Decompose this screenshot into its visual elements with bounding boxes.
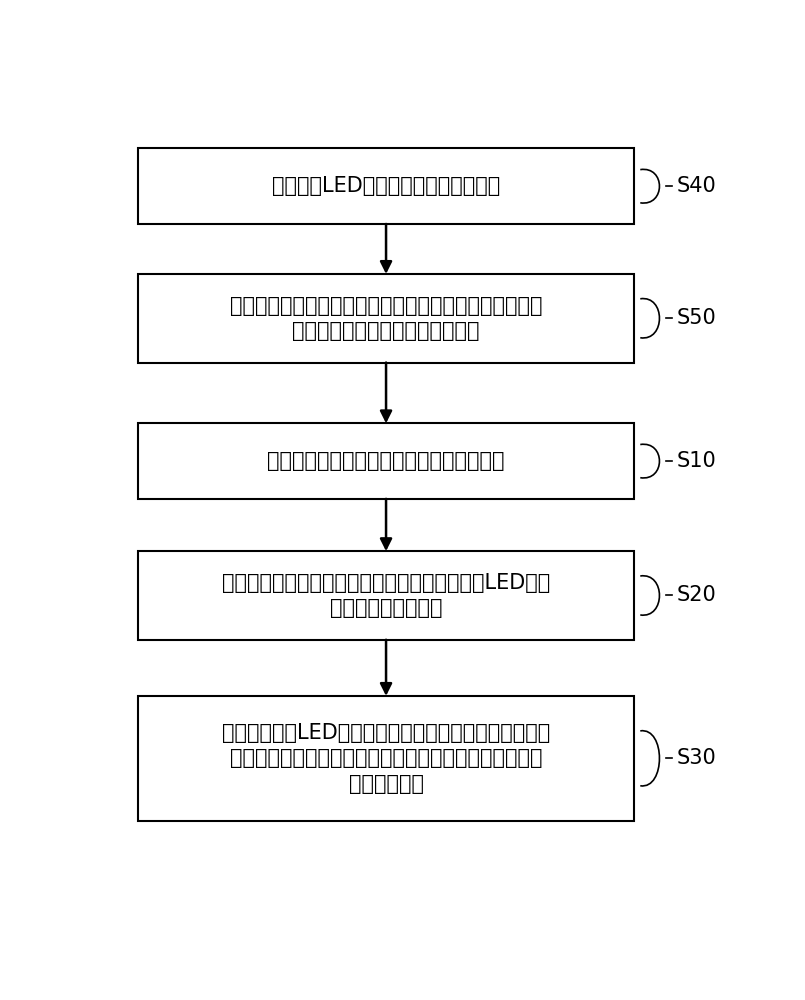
Text: S10: S10 <box>677 451 716 471</box>
Text: 的第一亮度补偿系数: 的第一亮度补偿系数 <box>330 598 442 618</box>
FancyBboxPatch shape <box>138 551 634 640</box>
Text: 根据每个所述面光源区的亮度値，确定每个所述LED光源: 根据每个所述面光源区的亮度値，确定每个所述LED光源 <box>222 573 550 593</box>
Text: S20: S20 <box>677 585 716 605</box>
FancyBboxPatch shape <box>138 148 634 224</box>
Text: 获取所述LED光源矩阵的光源排布规则: 获取所述LED光源矩阵的光源排布规则 <box>272 176 500 196</box>
Text: S50: S50 <box>677 308 716 328</box>
FancyBboxPatch shape <box>138 696 634 821</box>
Text: 获取所述光学膜片上每个面光源区的亮度値: 获取所述光学膜片上每个面光源区的亮度値 <box>267 451 505 471</box>
Text: 到包含若干个面光源区的第一矩阵: 到包含若干个面光源区的第一矩阵 <box>292 321 480 341</box>
Text: S40: S40 <box>677 176 716 196</box>
Text: 根据每个所述LED光源的第一亮度补偿系数，调节所述光: 根据每个所述LED光源的第一亮度补偿系数，调节所述光 <box>222 723 550 743</box>
FancyBboxPatch shape <box>138 274 634 363</box>
Text: 根据所述光源排布规则，将所述光学膜片进行分区，以得: 根据所述光源排布规则，将所述光学膜片进行分区，以得 <box>229 296 543 316</box>
Text: 的光学均匀性: 的光学均匀性 <box>349 774 423 794</box>
Text: 学膜片上每个所述面光源区的亮度，以均衡所述液晶模组: 学膜片上每个所述面光源区的亮度，以均衡所述液晶模组 <box>229 748 543 768</box>
FancyBboxPatch shape <box>138 423 634 499</box>
Text: S30: S30 <box>677 748 716 768</box>
